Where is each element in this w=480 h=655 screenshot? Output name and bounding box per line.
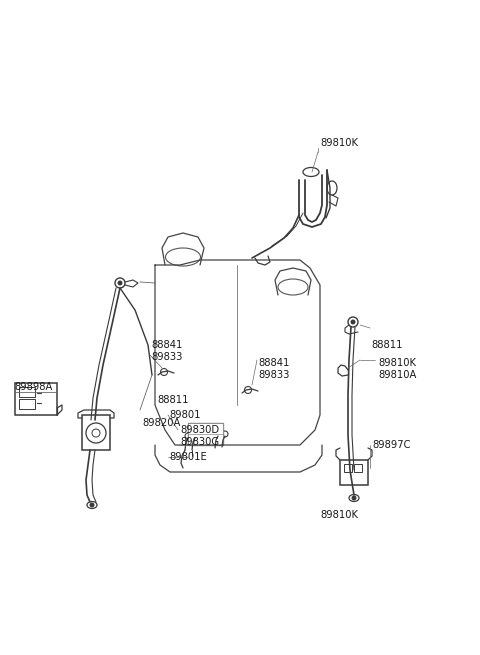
Text: 89898A: 89898A — [14, 382, 52, 392]
Circle shape — [118, 280, 122, 286]
Bar — [82, 415, 110, 450]
Bar — [344, 464, 352, 472]
Bar — [340, 460, 368, 485]
Bar — [354, 464, 362, 472]
Text: 89801E: 89801E — [169, 452, 207, 462]
Text: 89830D
89830G: 89830D 89830G — [180, 425, 219, 447]
Bar — [188, 423, 223, 445]
Text: 89820A: 89820A — [142, 418, 180, 428]
Circle shape — [89, 502, 95, 508]
Circle shape — [350, 320, 356, 324]
Bar — [188, 423, 223, 445]
Text: 88841
89833: 88841 89833 — [151, 340, 182, 362]
Text: 88841
89833: 88841 89833 — [258, 358, 289, 380]
Text: 88811: 88811 — [371, 340, 403, 350]
Bar — [15, 383, 57, 415]
Bar — [19, 387, 35, 397]
Text: 89810K: 89810K — [320, 138, 358, 148]
Text: 89810K
89810A: 89810K 89810A — [378, 358, 416, 380]
Text: 88811: 88811 — [157, 395, 189, 405]
Bar — [19, 399, 35, 409]
Text: 89897C: 89897C — [372, 440, 410, 450]
Text: 89810K: 89810K — [320, 510, 358, 520]
Circle shape — [351, 495, 357, 500]
Text: 89801: 89801 — [169, 410, 201, 420]
